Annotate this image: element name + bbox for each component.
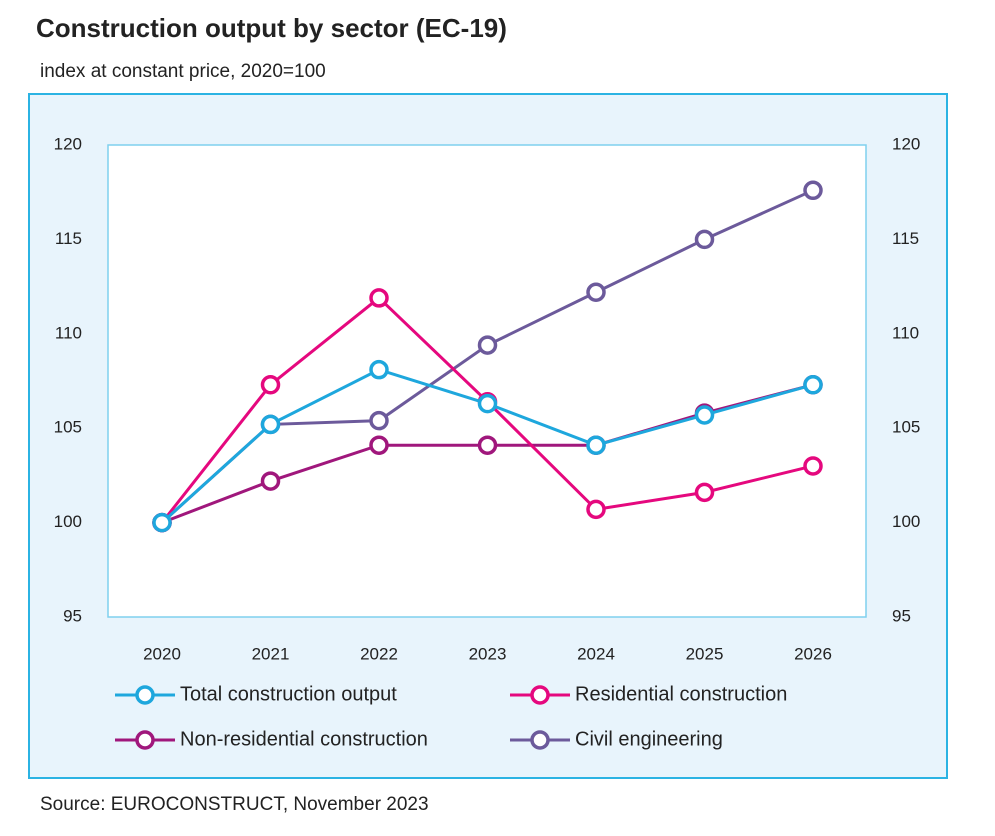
data-point <box>369 359 389 380</box>
x-tick-label: 2021 <box>252 644 290 663</box>
y-tick-label: 105 <box>54 418 82 437</box>
y-tick-label: 95 <box>63 606 82 625</box>
chart-title: Construction output by sector (EC-19) <box>36 13 507 43</box>
data-point <box>586 499 606 520</box>
chart-subtitle: index at constant price, 2020=100 <box>40 61 326 82</box>
y2-tick-label: 110 <box>892 323 919 342</box>
data-point <box>369 435 389 455</box>
data-point <box>260 471 281 491</box>
data-point <box>694 405 715 425</box>
data-point <box>369 410 389 431</box>
data-point <box>694 229 715 250</box>
x-tick-label: 2026 <box>794 644 832 663</box>
legend-marker <box>135 685 155 705</box>
x-tick-label: 2025 <box>686 644 724 663</box>
y-tick-label: 100 <box>54 512 82 531</box>
y2-tick-label: 95 <box>892 606 911 625</box>
data-point <box>477 335 498 355</box>
data-point <box>477 393 498 414</box>
plot-area <box>107 144 867 618</box>
data-point <box>803 375 823 395</box>
legend-label: Total construction output <box>180 683 397 705</box>
legend-label: Residential construction <box>575 683 787 705</box>
x-tick-label: 2022 <box>360 644 398 663</box>
source: Source: EUROCONSTRUCT, November 2023 <box>40 794 429 815</box>
y2-tick-label: 120 <box>892 134 920 153</box>
data-point <box>803 456 823 476</box>
y2-tick-label: 105 <box>892 418 920 437</box>
legend-label: Non-residential construction <box>180 728 428 750</box>
x-tick-label: 2024 <box>577 644 615 663</box>
data-point <box>260 375 281 395</box>
y-tick-label: 110 <box>55 323 82 342</box>
x-tick-label: 2023 <box>469 644 507 663</box>
legend-marker <box>135 730 155 750</box>
x-tick-label: 2020 <box>143 644 181 663</box>
y2-tick-label: 100 <box>892 512 920 531</box>
y2-tick-label: 115 <box>892 229 919 248</box>
legend-marker <box>530 685 550 705</box>
y-tick-label: 115 <box>55 229 82 248</box>
data-point <box>369 288 389 308</box>
data-point <box>694 482 715 503</box>
data-point <box>586 435 606 455</box>
legend-label: Civil engineering <box>575 728 723 750</box>
y-tick-label: 120 <box>54 134 82 153</box>
legend-marker <box>530 730 550 750</box>
data-point <box>260 414 281 435</box>
data-point <box>152 512 172 533</box>
data-point <box>477 435 498 455</box>
data-point <box>803 180 823 201</box>
data-point <box>586 282 606 303</box>
